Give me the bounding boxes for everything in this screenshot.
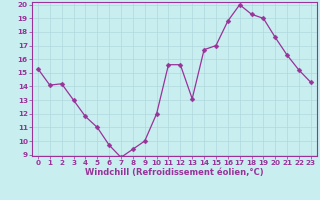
X-axis label: Windchill (Refroidissement éolien,°C): Windchill (Refroidissement éolien,°C): [85, 168, 264, 177]
